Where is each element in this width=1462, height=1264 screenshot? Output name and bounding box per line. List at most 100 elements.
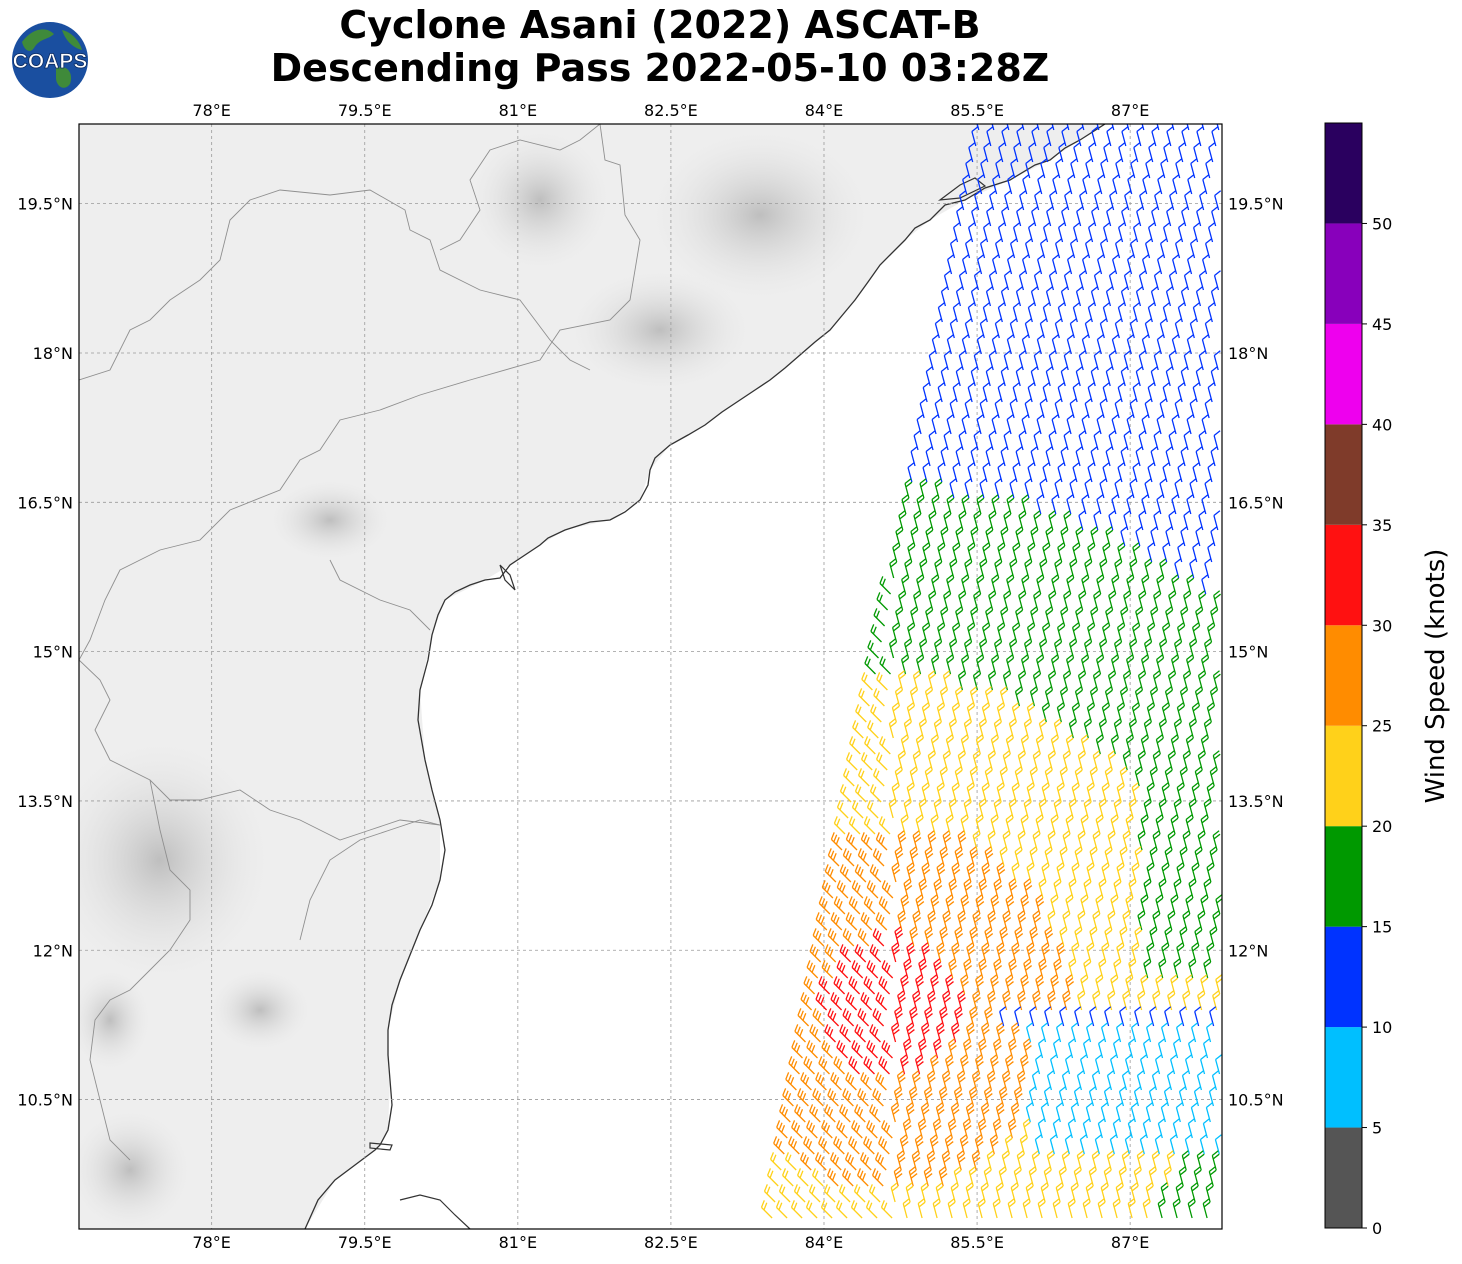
wind-barb bbox=[1044, 686, 1053, 707]
wind-barb bbox=[1212, 830, 1221, 851]
wind-barb bbox=[1190, 1182, 1199, 1203]
wind-barb bbox=[983, 1166, 992, 1187]
wind-barb bbox=[1163, 142, 1171, 163]
wind-barb bbox=[1213, 510, 1221, 531]
longitude-ticks-top: 78°E 79.5°E 81°E 82.5°E 84°E 85.5°E 87°E bbox=[192, 101, 1149, 120]
wind-barb bbox=[1211, 126, 1219, 147]
wind-barb bbox=[1209, 926, 1218, 947]
wind-barb bbox=[1132, 302, 1140, 323]
wind-barb bbox=[1143, 958, 1152, 979]
wind-barb bbox=[1116, 702, 1125, 723]
wind-barb bbox=[1182, 670, 1191, 691]
wind-barb bbox=[1061, 1070, 1069, 1091]
wind-barb bbox=[988, 430, 996, 451]
wind-barb bbox=[1050, 894, 1059, 915]
wind-barb bbox=[851, 1040, 863, 1059]
wind-barb bbox=[1177, 302, 1185, 323]
wind-barb bbox=[1120, 526, 1128, 547]
wind-barb bbox=[1168, 510, 1176, 531]
wind-barb bbox=[1184, 124, 1190, 131]
wind-barb bbox=[880, 1200, 893, 1219]
wind-barb bbox=[1173, 878, 1182, 899]
colorbar-tick-label: 10 bbox=[1372, 1018, 1392, 1037]
wind-barb bbox=[874, 1152, 887, 1171]
wind-barb bbox=[824, 1104, 836, 1123]
wind-barb bbox=[785, 1072, 797, 1091]
wind-barb bbox=[989, 1054, 999, 1075]
wind-barb bbox=[960, 654, 969, 675]
wind-barb bbox=[1125, 734, 1134, 755]
wind-barb bbox=[1038, 798, 1047, 819]
wind-barb bbox=[1144, 398, 1152, 419]
wind-barb bbox=[1155, 894, 1164, 915]
wind-barb bbox=[1150, 446, 1158, 467]
wind-barb bbox=[999, 1006, 1007, 1027]
wind-barb bbox=[1106, 1070, 1114, 1091]
wind-barb bbox=[935, 1022, 945, 1043]
wind-barb bbox=[860, 912, 873, 931]
wind-barb bbox=[1024, 238, 1033, 259]
wind-barb bbox=[1138, 350, 1146, 371]
wind-barb bbox=[1193, 1166, 1202, 1187]
wind-barb bbox=[1161, 702, 1170, 723]
wind-barb bbox=[1207, 462, 1215, 483]
wind-barb bbox=[1062, 750, 1071, 771]
wind-barb bbox=[1195, 526, 1203, 547]
wind-barb bbox=[1146, 782, 1155, 803]
wind-barb bbox=[1043, 1166, 1052, 1187]
wind-barb bbox=[1204, 558, 1212, 579]
wind-barb bbox=[827, 1008, 840, 1027]
wind-barb bbox=[1040, 158, 1048, 179]
wind-barb bbox=[895, 526, 904, 547]
wind-barb bbox=[1188, 718, 1197, 739]
wind-barb bbox=[1210, 606, 1219, 627]
wind-barb bbox=[1160, 1022, 1169, 1043]
wind-barb bbox=[1085, 1102, 1093, 1123]
wind-barb bbox=[1065, 654, 1074, 675]
wind-barb bbox=[974, 190, 982, 211]
wind-barb bbox=[1063, 430, 1071, 451]
wind-barb bbox=[876, 592, 889, 611]
wind-barb bbox=[1147, 222, 1156, 243]
wind-barb bbox=[1134, 846, 1143, 867]
wind-barb bbox=[1086, 862, 1095, 883]
wind-barb bbox=[952, 302, 960, 323]
wind-barb bbox=[791, 1120, 803, 1139]
wind-barb bbox=[897, 670, 906, 691]
wind-barb bbox=[1049, 190, 1057, 211]
wind-barb bbox=[1012, 542, 1021, 563]
wind-barb bbox=[1203, 718, 1212, 739]
wind-barb bbox=[1132, 222, 1141, 243]
wind-barb bbox=[872, 848, 885, 867]
wind-barb bbox=[1139, 1134, 1147, 1155]
wind-barb bbox=[1142, 1118, 1150, 1139]
wind-barb bbox=[1151, 206, 1159, 227]
wind-barb bbox=[963, 638, 972, 659]
wind-barb bbox=[1203, 638, 1212, 659]
wind-barb bbox=[1087, 462, 1095, 483]
wind-barb bbox=[989, 190, 997, 211]
wind-barb bbox=[1194, 1006, 1202, 1027]
wind-barb bbox=[1146, 862, 1155, 883]
wind-barb bbox=[854, 864, 867, 883]
wind-barb bbox=[1147, 462, 1155, 483]
wind-barb bbox=[1080, 814, 1089, 835]
wind-barb bbox=[1177, 462, 1185, 483]
wind-barb bbox=[1022, 174, 1030, 195]
wind-barb bbox=[942, 990, 951, 1011]
wind-barb bbox=[1015, 286, 1023, 307]
wind-barb bbox=[814, 1152, 827, 1171]
wind-barb bbox=[1014, 846, 1023, 867]
wind-barb bbox=[853, 1184, 866, 1203]
wind-barb bbox=[985, 366, 993, 387]
wind-barb bbox=[948, 638, 957, 659]
wind-barb bbox=[1056, 942, 1066, 963]
wind-barb bbox=[1160, 1102, 1168, 1123]
wind-barb bbox=[1087, 302, 1095, 323]
wind-barb bbox=[1116, 862, 1125, 883]
wind-barb bbox=[1056, 622, 1065, 643]
wind-barb bbox=[1019, 1134, 1028, 1155]
wind-barb bbox=[1110, 654, 1119, 675]
wind-barb bbox=[1202, 1198, 1211, 1219]
wind-barb bbox=[930, 814, 939, 835]
